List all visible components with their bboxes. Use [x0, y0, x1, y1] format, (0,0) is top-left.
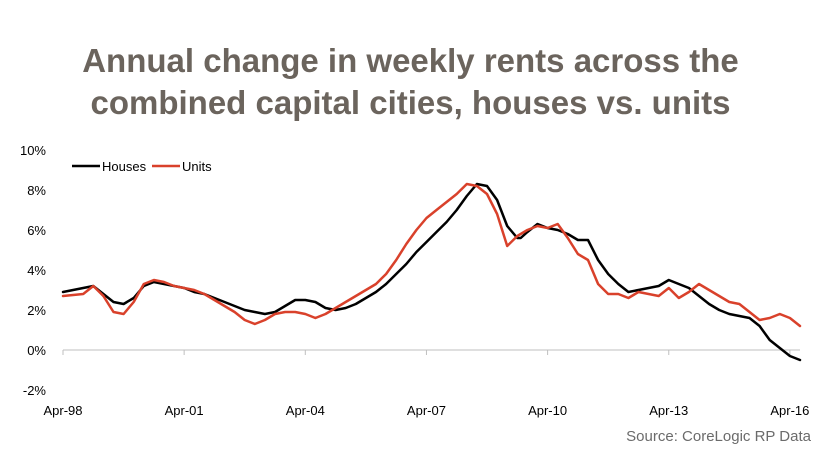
- x-tick-label: Apr-07: [407, 403, 446, 418]
- y-tick-label: -2%: [23, 383, 47, 398]
- y-tick-label: 0%: [27, 343, 46, 358]
- chart-title: Annual change in weekly rents across the…: [0, 40, 821, 124]
- x-tick-label: Apr-98: [43, 403, 82, 418]
- x-tick-label: Apr-13: [649, 403, 688, 418]
- y-tick-label: 2%: [27, 303, 46, 318]
- legend-label-units: Units: [182, 159, 212, 174]
- chart-axes: -2% 0% 2% 4% 6% 8% 10% Apr-98 Apr-01 Apr-04 Apr-07…: [20, 143, 809, 418]
- chart-title-line-1: Annual change in weekly rents across the: [82, 42, 739, 79]
- y-tick-label: 4%: [27, 263, 46, 278]
- chart-lines: [61, 182, 802, 362]
- series-line-houses: [61, 182, 802, 362]
- x-tick-label: Apr-10: [528, 403, 567, 418]
- chart-legend: Houses Units: [72, 159, 212, 174]
- chart-title-line-2: combined capital cities, houses vs. unit…: [90, 84, 731, 121]
- x-tick-label: Apr-16: [770, 403, 809, 418]
- y-tick-label: 6%: [27, 223, 46, 238]
- x-tick-label: Apr-01: [165, 403, 204, 418]
- y-tick-label: 10%: [20, 143, 46, 158]
- source-note: Source: CoreLogic RP Data: [626, 428, 811, 445]
- legend-label-houses: Houses: [102, 159, 147, 174]
- x-tick-label: Apr-04: [286, 403, 325, 418]
- y-tick-label: 8%: [27, 183, 46, 198]
- series-line-units: [61, 182, 802, 328]
